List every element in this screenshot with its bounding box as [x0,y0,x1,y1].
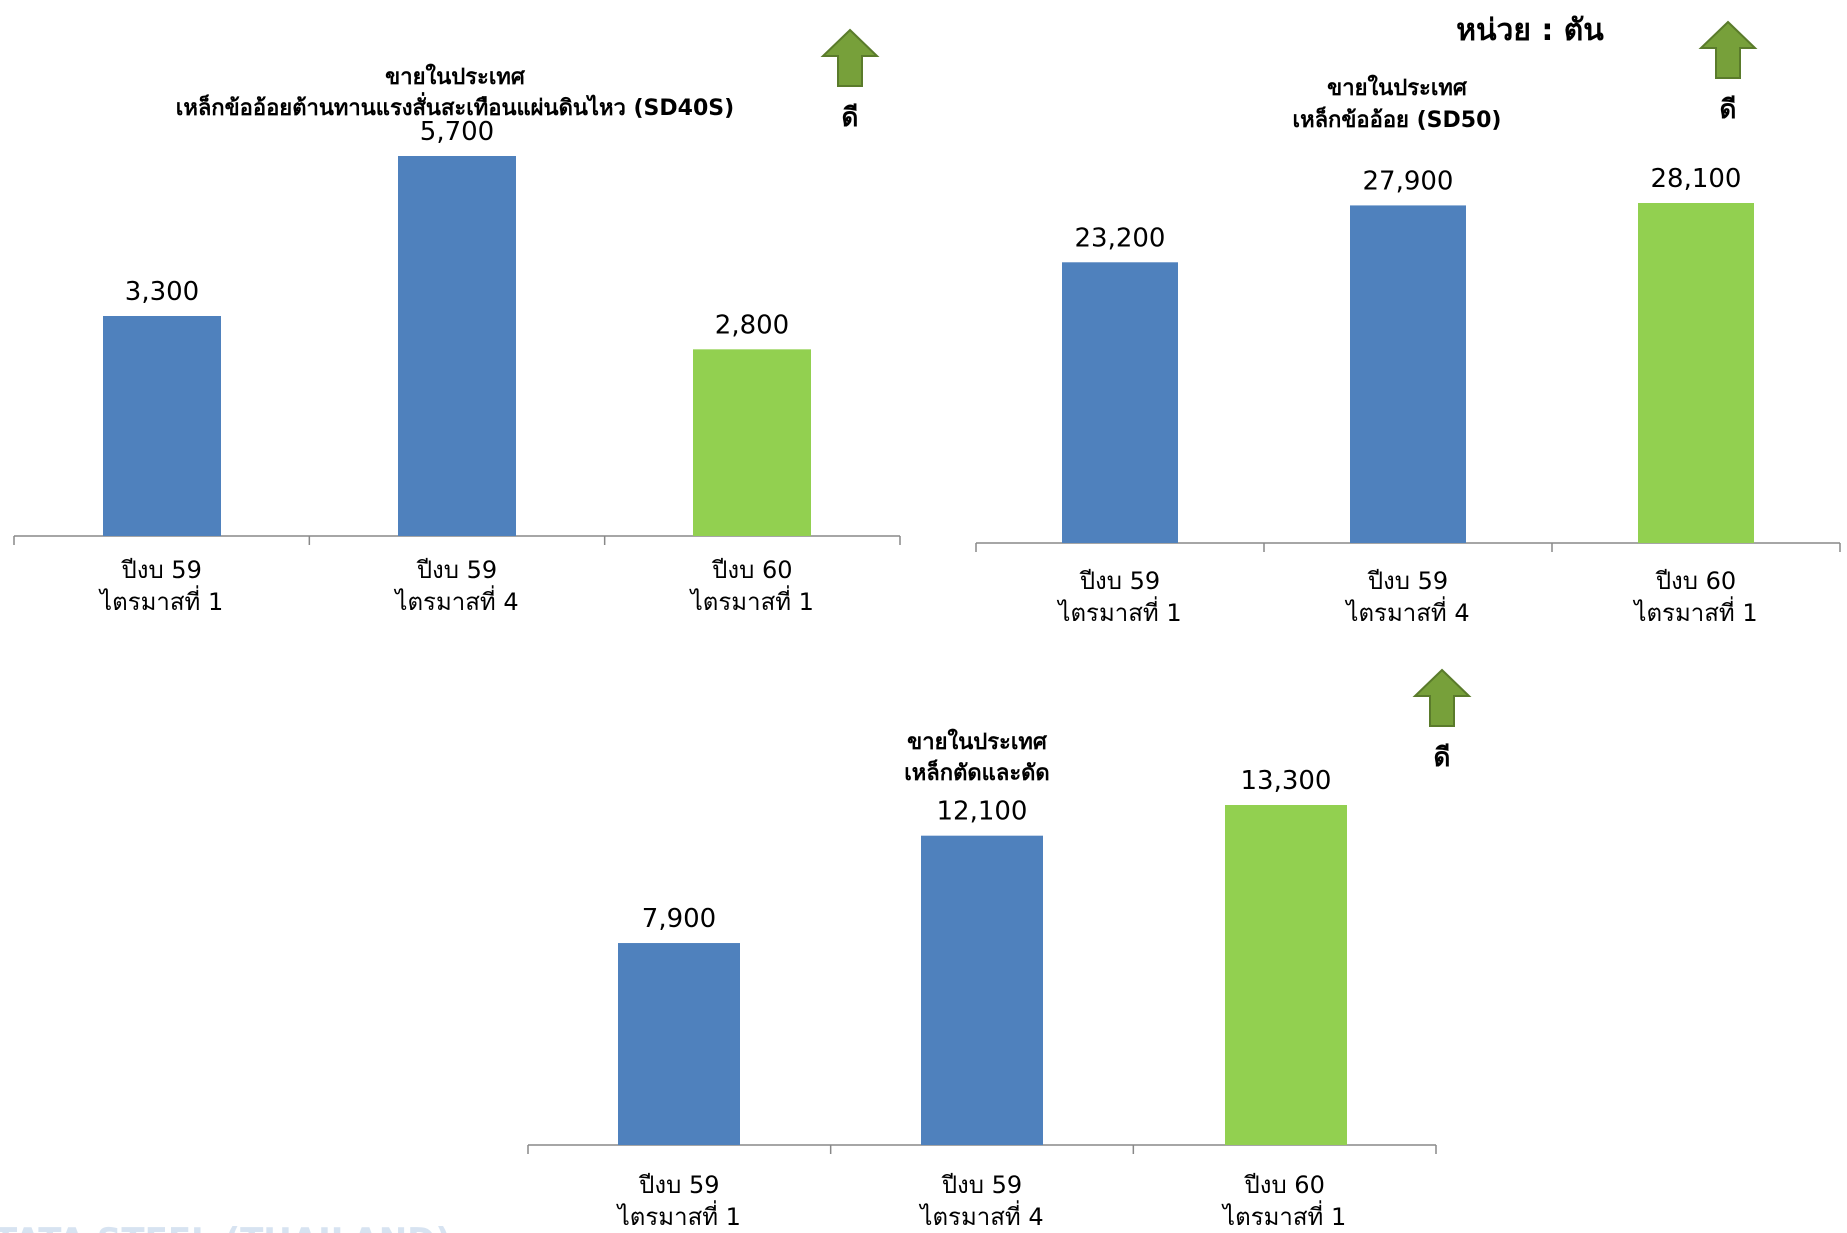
category-label-line1: ปีงบ 59 [416,556,497,584]
data-label: 13,300 [1241,766,1332,796]
category-label-line1: ปีงบ 59 [1079,567,1160,595]
bar [1638,203,1754,543]
good-label: ดี [842,103,859,133]
chart-title: ขายในประเทศ [385,63,526,90]
chart-subtitle: เหล็กตัดและดัด [904,758,1049,786]
category-label-line1: ปีงบ 60 [1655,567,1736,595]
category-label-line2: ไตรมาสที่ 1 [1632,596,1757,627]
data-label: 5,700 [420,117,494,147]
data-label: 3,300 [125,277,199,307]
bar [1225,805,1347,1145]
good-label: ดี [1434,743,1451,773]
data-label: 27,900 [1363,166,1454,196]
footer-logo-text: TATA STEEL (THAILAND) [0,1221,451,1233]
category-label-line2: ไตรมาสที่ 1 [1056,596,1181,627]
bar [1350,205,1466,543]
category-label-line1: ปีงบ 59 [120,556,201,584]
category-label-line1: ปีงบ 60 [711,556,792,584]
category-label-line2: ไตรมาสที่ 1 [1221,1200,1346,1231]
category-label-line2: ไตรมาสที่ 1 [689,585,814,616]
bar [103,316,221,536]
chart-subtitle: เหล็กข้ออ้อยต้านทานแรงสั่นสะเทือนแผ่นดิน… [176,91,734,121]
good-arrow-icon [820,28,880,87]
category-label-line1: ปีงบ 59 [638,1171,719,1199]
data-label: 2,800 [715,310,789,340]
good-label: ดี [1720,95,1737,125]
category-label-line2: ไตรมาสที่ 1 [616,1200,741,1231]
bar-chart-1: ขายในประเทศเหล็กข้ออ้อยต้านทานแรงสั่นสะเ… [13,28,901,616]
category-label-line1: ปีงบ 59 [1367,567,1448,595]
chart-subtitle: เหล็กข้ออ้อย (SD50) [1293,105,1502,133]
good-arrow-icon [1698,20,1758,79]
category-label-line2: ไตรมาสที่ 4 [918,1200,1043,1231]
chart-title: ขายในประเทศ [1327,74,1468,101]
data-label: 12,100 [937,797,1028,827]
category-label-line2: ไตรมาสที่ 4 [393,585,518,616]
bar [398,156,516,536]
chart-title: ขายในประเทศ [907,728,1048,755]
data-label: 23,200 [1075,223,1166,253]
category-label-line1: ปีงบ 60 [1243,1171,1324,1199]
bar [921,835,1043,1145]
charts-group: ขายในประเทศเหล็กข้ออ้อยต้านทานแรงสั่นสะเ… [13,20,1841,1231]
category-label-line1: ปีงบ 59 [941,1171,1022,1199]
good-arrow-icon [1412,668,1472,727]
bar [618,943,740,1145]
category-label-line2: ไตรมาสที่ 1 [98,585,223,616]
category-label-line2: ไตรมาสที่ 4 [1344,596,1469,627]
bar [693,349,811,536]
bar [1062,262,1178,543]
data-label: 28,100 [1651,164,1742,194]
data-label: 7,900 [642,904,716,934]
unit-label: หน่วย : ตัน [1456,13,1604,48]
